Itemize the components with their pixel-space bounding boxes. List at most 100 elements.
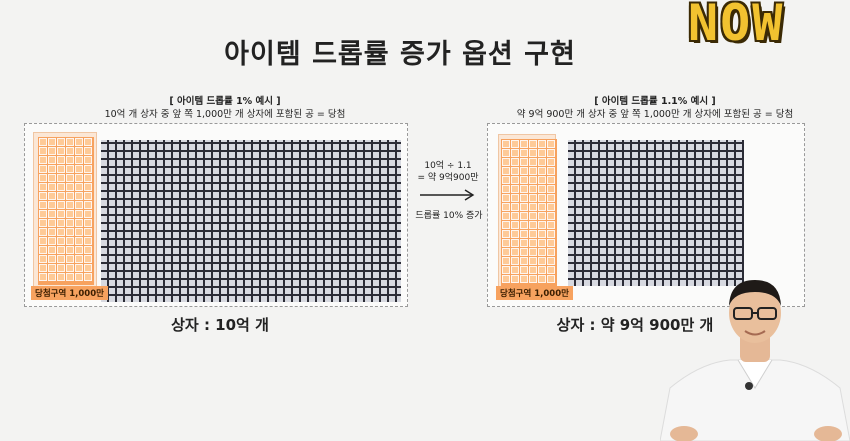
win-cell [39, 192, 47, 200]
win-cell [84, 192, 92, 200]
win-cell [57, 192, 65, 200]
win-cell [529, 185, 537, 193]
win-cell [48, 228, 56, 236]
middle-formula-line1: 10억 ÷ 1.1 [424, 161, 472, 171]
win-cell [529, 212, 537, 220]
win-cell [57, 219, 65, 227]
win-cell [84, 138, 92, 146]
win-cell [75, 165, 83, 173]
win-cell [39, 273, 47, 281]
win-cell [84, 165, 92, 173]
win-cell [66, 273, 74, 281]
win-cell [75, 201, 83, 209]
win-cell [520, 266, 528, 274]
win-cell [502, 230, 510, 238]
win-cell [502, 239, 510, 247]
win-cell [529, 239, 537, 247]
win-cell [39, 156, 47, 164]
win-cell [84, 264, 92, 272]
win-cell [520, 239, 528, 247]
right-win-grid [501, 139, 557, 287]
win-cell [520, 203, 528, 211]
win-cell [538, 257, 546, 265]
win-cell [502, 194, 510, 202]
win-cell [538, 140, 546, 148]
left-subtitle-line1: [ 아이템 드롭률 1% 예시 ] [169, 96, 281, 107]
win-cell [538, 221, 546, 229]
win-cell [502, 212, 510, 220]
win-cell [75, 255, 83, 263]
middle-note: 드롭률 10% 증가 [415, 211, 483, 221]
win-cell [75, 264, 83, 272]
win-cell [547, 140, 555, 148]
win-cell [520, 230, 528, 238]
win-cell [39, 183, 47, 191]
win-cell [48, 273, 56, 281]
win-cell [502, 140, 510, 148]
win-cell [511, 149, 519, 157]
win-cell [48, 183, 56, 191]
win-cell [529, 203, 537, 211]
win-cell [547, 158, 555, 166]
win-cell [75, 156, 83, 164]
win-cell [39, 219, 47, 227]
win-cell [547, 203, 555, 211]
win-cell [511, 257, 519, 265]
win-cell [520, 221, 528, 229]
win-cell [511, 167, 519, 175]
win-cell [520, 185, 528, 193]
win-cell [48, 246, 56, 254]
win-cell [547, 167, 555, 175]
win-cell [529, 257, 537, 265]
win-cell [39, 165, 47, 173]
win-cell [39, 210, 47, 218]
win-cell [511, 230, 519, 238]
win-cell [48, 264, 56, 272]
win-cell [502, 248, 510, 256]
win-cell [520, 176, 528, 184]
win-cell [529, 158, 537, 166]
right-box-grid [568, 140, 744, 286]
win-cell [48, 219, 56, 227]
left-box-panel: 당첨구역 1,000만 [24, 123, 408, 307]
win-cell [84, 183, 92, 191]
win-cell [48, 255, 56, 263]
win-cell [502, 266, 510, 274]
right-subtitle-line2: 약 9억 900만 개 상자 중 앞 쪽 1,000만 개 상자에 포함된 공 … [516, 109, 794, 120]
win-cell [48, 237, 56, 245]
right-subtitle-line1: [ 아이템 드롭률 1.1% 예시 ] [594, 96, 716, 107]
win-cell [57, 264, 65, 272]
win-cell [511, 185, 519, 193]
win-cell [57, 138, 65, 146]
win-cell [66, 219, 74, 227]
win-cell [520, 194, 528, 202]
win-cell [39, 138, 47, 146]
win-cell [529, 176, 537, 184]
right-win-zone-label: 당첨구역 1,000만 [496, 286, 573, 300]
page-title: 아이템 드롭률 증가 옵션 구현 [224, 39, 576, 70]
win-cell [57, 210, 65, 218]
win-cell [84, 228, 92, 236]
win-cell [75, 192, 83, 200]
win-cell [511, 158, 519, 166]
win-cell [502, 167, 510, 175]
win-cell [511, 221, 519, 229]
win-cell [84, 237, 92, 245]
win-cell [57, 255, 65, 263]
win-cell [502, 158, 510, 166]
win-cell [538, 230, 546, 238]
win-cell [84, 273, 92, 281]
win-cell [538, 275, 546, 283]
win-cell [57, 228, 65, 236]
win-cell [502, 275, 510, 283]
win-cell [48, 174, 56, 182]
win-cell [66, 138, 74, 146]
win-cell [57, 156, 65, 164]
win-cell [511, 194, 519, 202]
win-cell [75, 174, 83, 182]
win-cell [547, 266, 555, 274]
win-cell [57, 246, 65, 254]
left-subtitle: [ 아이템 드롭률 1% 예시 ] 10억 개 상자 중 앞 쪽 1,000만 … [40, 95, 410, 121]
win-cell [520, 248, 528, 256]
win-cell [520, 158, 528, 166]
